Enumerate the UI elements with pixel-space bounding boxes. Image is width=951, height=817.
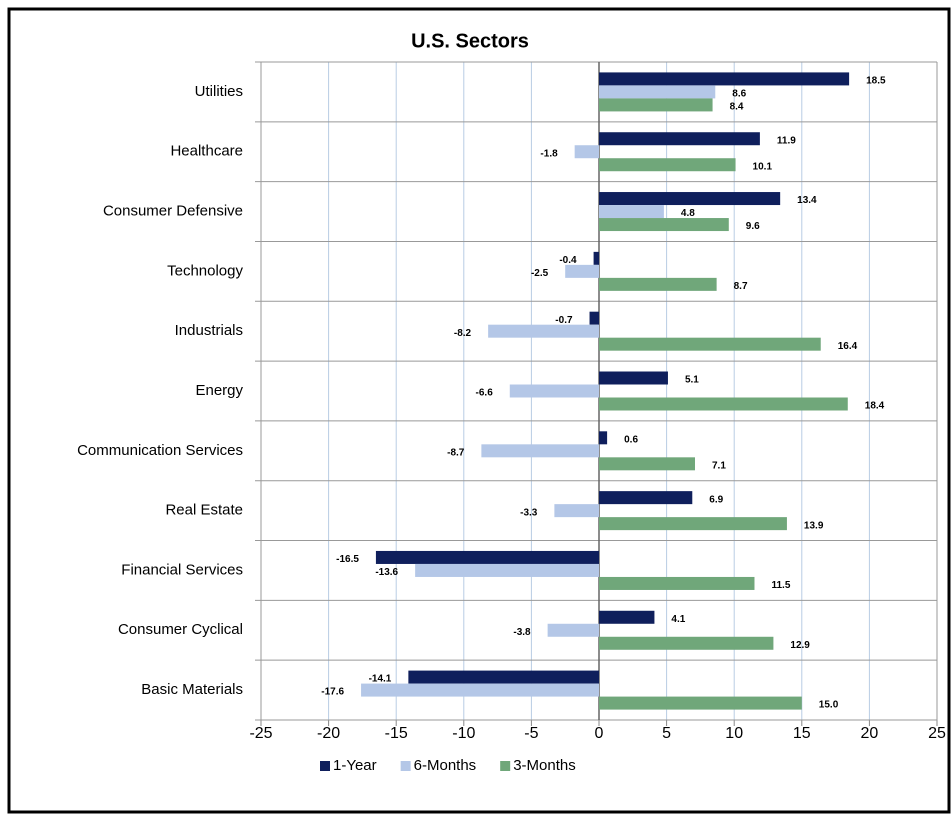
x-tick-label: -15 — [385, 725, 408, 742]
bar — [554, 504, 599, 518]
x-tick-label: -5 — [524, 725, 538, 742]
bar — [599, 517, 787, 531]
data-label: -3.3 — [520, 507, 538, 518]
x-tick-label: -25 — [249, 725, 272, 742]
x-tick-label: 5 — [662, 725, 671, 742]
data-label: -1.8 — [540, 148, 558, 159]
data-label: 5.1 — [685, 375, 699, 386]
data-label: -16.5 — [336, 554, 359, 565]
bar — [599, 636, 774, 650]
data-label: -6.6 — [476, 388, 494, 399]
data-label: 4.8 — [681, 208, 695, 219]
data-label: -14.1 — [369, 674, 392, 685]
data-label: -3.8 — [513, 627, 531, 638]
legend-swatch — [500, 761, 511, 771]
data-label: -0.7 — [555, 315, 573, 326]
bar — [599, 431, 608, 445]
data-label: 16.4 — [838, 341, 858, 352]
bar — [599, 192, 781, 206]
x-tick-label: 25 — [928, 725, 946, 742]
bar — [599, 371, 668, 385]
data-label: 15.0 — [819, 700, 839, 711]
data-label: 8.6 — [732, 89, 746, 100]
bar — [488, 324, 599, 338]
bar — [599, 72, 850, 86]
category-label: Financial Services — [121, 561, 243, 578]
data-label: 4.1 — [671, 614, 685, 625]
bar — [599, 457, 695, 471]
category-label: Industrials — [175, 322, 243, 339]
data-label: -8.7 — [447, 447, 465, 458]
category-label: Consumer Cyclical — [118, 621, 243, 638]
data-label: 8.4 — [730, 102, 744, 113]
data-label: 11.5 — [771, 580, 790, 591]
bar — [565, 264, 599, 278]
bar — [547, 623, 599, 637]
category-label: Utilities — [195, 83, 243, 100]
data-label: -17.6 — [321, 687, 344, 698]
bar — [589, 311, 599, 325]
bar — [599, 218, 729, 232]
data-label: -8.2 — [454, 328, 472, 339]
bar — [599, 576, 755, 590]
x-tick-label: 15 — [793, 725, 811, 742]
bar — [599, 696, 802, 710]
category-label: Real Estate — [165, 502, 243, 519]
category-label: Basic Materials — [141, 681, 243, 698]
category-label: Energy — [195, 382, 243, 399]
data-label: 11.9 — [777, 135, 796, 146]
bar — [599, 85, 716, 99]
bar — [415, 563, 599, 577]
data-label: 13.9 — [804, 520, 824, 531]
category-label: Technology — [167, 262, 243, 279]
bar — [599, 205, 664, 219]
data-label: -13.6 — [375, 567, 398, 578]
category-label: Communication Services — [77, 442, 243, 459]
bar — [599, 158, 736, 172]
data-label: 6.9 — [709, 494, 723, 505]
legend-label: 3-Months — [513, 757, 576, 774]
x-tick-label: 20 — [861, 725, 879, 742]
bar — [481, 444, 599, 458]
data-label: 7.1 — [712, 460, 726, 471]
x-tick-label: 0 — [595, 725, 604, 742]
x-tick-label: 10 — [725, 725, 743, 742]
data-label: 9.6 — [746, 221, 760, 232]
data-label: 0.6 — [624, 434, 638, 445]
bar — [599, 98, 713, 112]
data-label: 8.7 — [734, 281, 748, 292]
bar — [599, 277, 717, 291]
bar — [574, 145, 599, 159]
x-tick-label: -10 — [452, 725, 475, 742]
data-label: 10.1 — [753, 161, 773, 172]
category-label: Healthcare — [170, 143, 243, 160]
bar — [408, 670, 599, 684]
x-tick-label: -20 — [317, 725, 340, 742]
data-label: -0.4 — [559, 255, 577, 266]
legend-swatch — [400, 761, 411, 771]
bar — [375, 550, 599, 564]
bar — [361, 683, 599, 697]
legend-label: 1-Year — [333, 757, 377, 774]
data-label: 13.4 — [797, 195, 817, 206]
bar — [509, 384, 599, 398]
bar — [599, 397, 848, 411]
bar — [599, 610, 655, 624]
bar — [593, 251, 599, 265]
bar — [599, 491, 693, 505]
data-label: 18.4 — [865, 401, 885, 412]
data-label: -2.5 — [531, 268, 549, 279]
data-label: 18.5 — [866, 76, 886, 87]
bar — [599, 337, 821, 351]
bar — [599, 132, 760, 146]
legend-label: 6-Months — [414, 757, 477, 774]
data-label: 12.9 — [790, 640, 810, 651]
chart-title: U.S. Sectors — [411, 30, 529, 52]
legend-swatch — [320, 761, 330, 771]
category-label: Consumer Defensive — [103, 203, 243, 220]
